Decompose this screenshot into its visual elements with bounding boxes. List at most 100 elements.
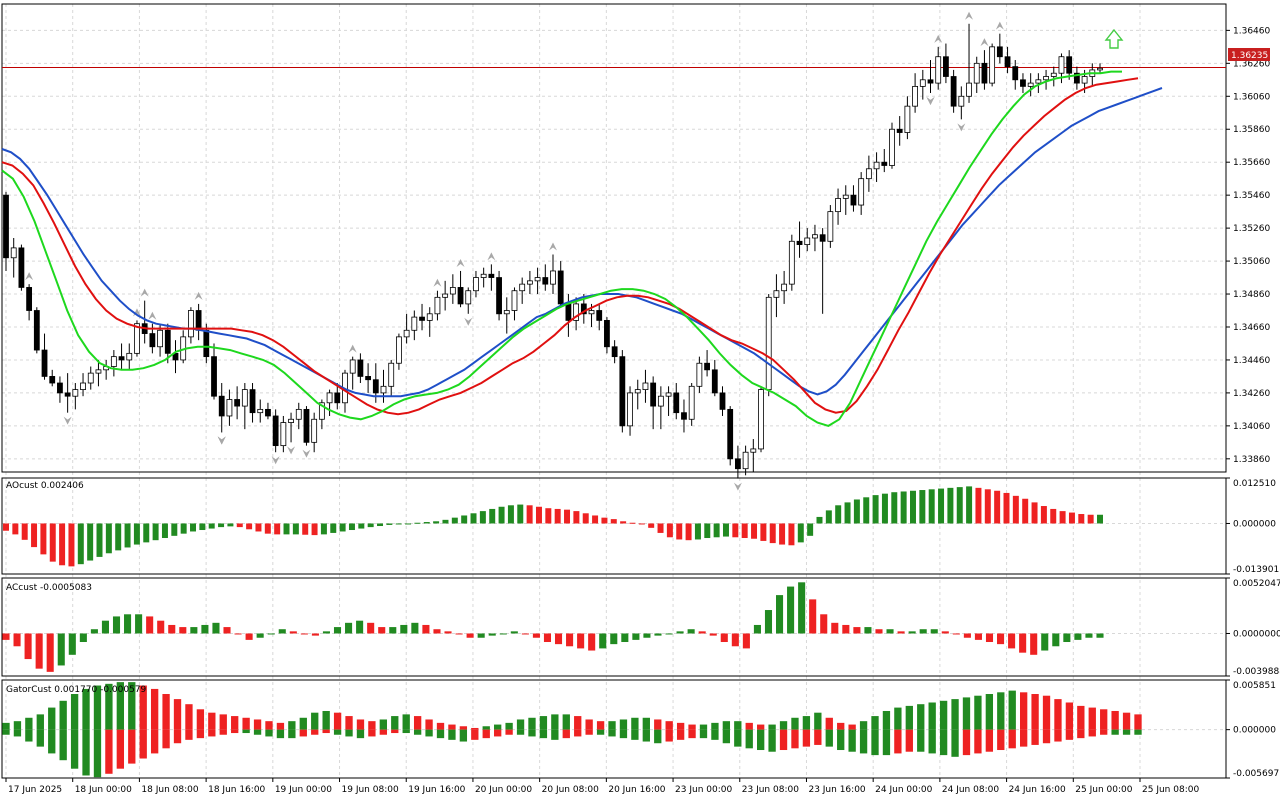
ao-bar (881, 493, 888, 524)
gator-upper-bar (699, 724, 708, 730)
gator-tick-label: -0.005697 (1233, 769, 1279, 779)
candlestick (842, 185, 849, 215)
ac-bar (157, 620, 165, 634)
ao-tick-label: -0.013901 (1233, 565, 1279, 575)
candlestick (657, 386, 664, 430)
gator-upper-bar (722, 721, 731, 730)
ac-bar (146, 616, 154, 634)
ac-bar (499, 633, 507, 635)
ao-bar (227, 523, 234, 527)
gator-lower-bar (322, 729, 330, 734)
gator-lower-bar (1054, 729, 1062, 742)
gator-upper-bar (1031, 694, 1039, 730)
ao-bar (171, 523, 178, 536)
ao-bar (405, 523, 412, 525)
ao-bar (339, 523, 346, 532)
ac-bar (919, 629, 927, 634)
candlestick (1035, 73, 1042, 93)
ac-bar (190, 627, 198, 634)
gator-lower-bar (368, 729, 376, 737)
ao-bar (610, 519, 617, 524)
price-tick-label: 1.34260 (1233, 389, 1270, 399)
ao-bar (161, 523, 168, 539)
candlestick (195, 303, 202, 341)
ao-bar (377, 523, 384, 527)
gator-upper-bar (1008, 690, 1016, 730)
ao-bar (367, 523, 374, 528)
candlestick (796, 221, 803, 258)
gator-upper-bar (494, 724, 502, 730)
ao-bar (984, 489, 991, 524)
gator-lower-bar (608, 729, 616, 737)
bear-candle-body (580, 303, 587, 315)
candlestick (958, 86, 965, 120)
bear-candle-body (1073, 72, 1080, 84)
gator-lower-bar (139, 729, 147, 759)
gator-lower-bar (1134, 729, 1142, 735)
ac-bar (787, 586, 795, 634)
candlestick (288, 412, 294, 443)
bear-candle-body (419, 316, 425, 321)
candlestick (357, 353, 364, 384)
bear-candle-body (796, 240, 803, 245)
candlestick (303, 406, 310, 446)
ao-bar (966, 486, 973, 524)
gator-indicator-panel[interactable] (1, 679, 1227, 779)
candlestick (935, 46, 942, 90)
gator-upper-bar (848, 724, 856, 730)
bull-candle-body (781, 283, 788, 292)
ac-bar (1085, 633, 1093, 638)
gator-lower-bar (356, 729, 365, 739)
gator-lower-bar (436, 729, 445, 739)
candlestick (773, 274, 780, 318)
ao-bar (769, 523, 776, 544)
gator-lower-bar (59, 729, 67, 761)
gator-tick-label: 0.000000 (1233, 726, 1276, 736)
bull-candle-body (873, 161, 880, 170)
ao-bar (1031, 502, 1038, 524)
gator-lower-bar (859, 729, 868, 754)
ao-bar (975, 487, 982, 524)
gator-upper-bar (619, 719, 628, 730)
gator-upper-bar (791, 717, 799, 730)
ao-indicator-panel[interactable] (1, 477, 1227, 575)
gator-upper-bar (1088, 707, 1096, 730)
bull-candle-body (1043, 76, 1049, 81)
main-price-panel[interactable] (1, 3, 1227, 491)
bear-candle-body (496, 277, 502, 315)
gator-upper-bar (757, 724, 765, 730)
ao-bar (844, 502, 851, 524)
gator-upper-bar (882, 710, 891, 730)
ao-bar (274, 523, 281, 535)
candlestick (211, 343, 217, 400)
fractal-down-marker (287, 446, 296, 455)
candlestick (688, 383, 695, 426)
time-tick-label: 19 Jun 00:00 (275, 785, 332, 795)
bear-candle-body (234, 399, 241, 407)
gator-lower-bar (13, 729, 22, 737)
gator-lower-bar (70, 729, 79, 769)
ac-bar (79, 633, 87, 643)
gator-upper-bar (562, 714, 570, 730)
gator-lower-bar (471, 729, 479, 740)
gator-upper-bar (288, 721, 296, 730)
ac-indicator-panel[interactable] (1, 577, 1227, 677)
ac-bar (90, 629, 98, 634)
price-tick-label: 1.34060 (1233, 422, 1270, 432)
bull-candle-body (126, 352, 133, 361)
gator-lower-bar (1065, 729, 1074, 740)
fractal-up-marker (25, 272, 34, 281)
gator-tick-label: 0.005851 (1233, 681, 1276, 691)
ao-bar (601, 517, 608, 524)
ac-bar (477, 633, 485, 638)
gator-lower-bar (116, 729, 125, 769)
price-tick-label: 1.35860 (1233, 125, 1270, 135)
bull-candle-body (588, 310, 595, 315)
ac-bar (101, 620, 109, 634)
gator-lower-bar (688, 729, 696, 739)
ao-bar (59, 523, 66, 566)
ac-bar (345, 622, 353, 634)
bull-candle-body (919, 79, 926, 87)
